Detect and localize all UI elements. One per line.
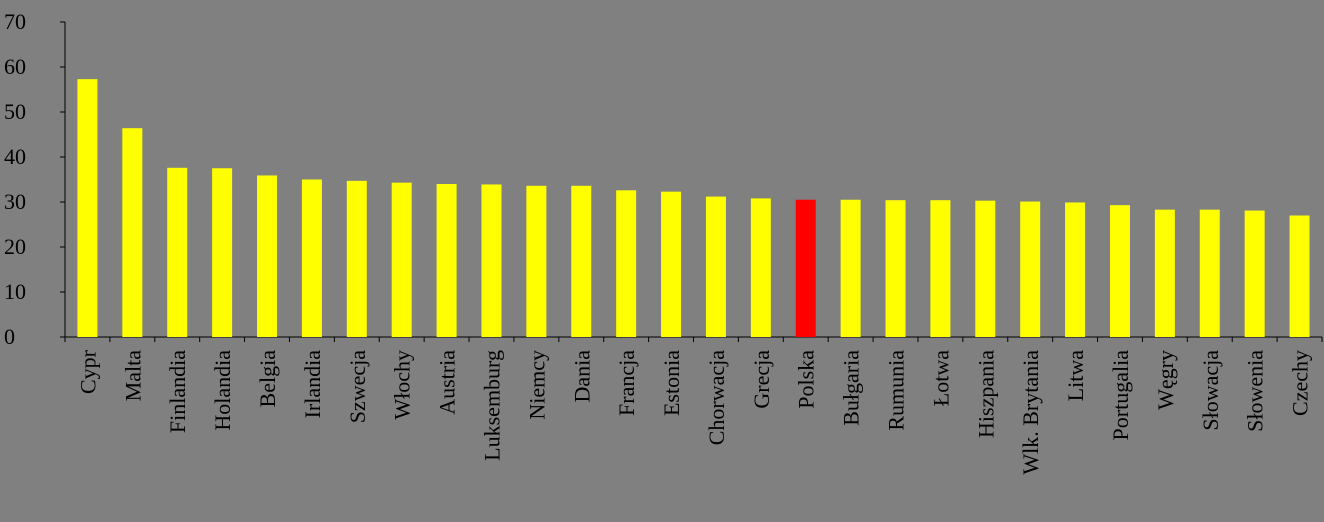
- y-tick-label: 0: [4, 324, 15, 349]
- bar[interactable]: [840, 199, 861, 337]
- bar-highlight[interactable]: [795, 199, 816, 337]
- x-category-label: Szwecja: [345, 350, 370, 424]
- x-category-label: Polska: [794, 350, 819, 409]
- x-category-label: Litwa: [1063, 350, 1088, 402]
- bar[interactable]: [975, 200, 996, 337]
- bar[interactable]: [1199, 209, 1220, 337]
- x-category-label: Dania: [569, 350, 594, 403]
- y-tick-label: 70: [4, 9, 26, 34]
- bar[interactable]: [167, 167, 188, 337]
- bar[interactable]: [1109, 205, 1130, 337]
- x-category-label: Malta: [120, 350, 145, 402]
- y-tick-label: 20: [4, 234, 26, 259]
- y-tick-label: 50: [4, 99, 26, 124]
- bar[interactable]: [77, 79, 98, 338]
- bar[interactable]: [436, 184, 457, 337]
- bar[interactable]: [1289, 215, 1310, 338]
- x-category-label: Łotwa: [928, 350, 953, 406]
- x-category-label: Finlandia: [165, 350, 190, 433]
- bar[interactable]: [391, 182, 412, 337]
- bar[interactable]: [1154, 209, 1175, 337]
- x-category-label: Estonia: [659, 350, 684, 416]
- y-tick-label: 40: [4, 144, 26, 169]
- x-category-label: Luksemburg: [479, 350, 504, 461]
- bar[interactable]: [750, 198, 771, 337]
- x-category-label: Niemcy: [524, 350, 549, 420]
- x-category-label: Austria: [435, 350, 460, 415]
- bar[interactable]: [930, 200, 951, 337]
- x-category-label: Portugalia: [1108, 350, 1133, 441]
- bar[interactable]: [1020, 201, 1041, 337]
- x-category-label: Czechy: [1288, 350, 1313, 416]
- x-category-label: Włochy: [390, 350, 415, 420]
- x-category-label: Belgia: [255, 350, 280, 408]
- bar[interactable]: [1244, 210, 1265, 337]
- x-category-label: Cypr: [75, 349, 100, 394]
- bar[interactable]: [705, 196, 726, 337]
- bar[interactable]: [661, 191, 682, 337]
- x-category-label: Bułgaria: [839, 350, 864, 426]
- x-category-label: Chorwacja: [704, 350, 729, 446]
- y-tick-label: 10: [4, 279, 26, 304]
- x-category-label: Francja: [614, 350, 639, 416]
- bar[interactable]: [212, 168, 233, 337]
- x-category-label: Holandia: [210, 350, 235, 431]
- x-category-label: Rumunia: [884, 350, 909, 431]
- x-category-label: Irlandia: [300, 350, 325, 419]
- x-category-label: Słowenia: [1243, 350, 1268, 432]
- bar[interactable]: [122, 128, 143, 337]
- bar[interactable]: [616, 190, 637, 337]
- bar[interactable]: [257, 175, 278, 337]
- y-tick-label: 30: [4, 189, 26, 214]
- x-category-label: Słowacja: [1198, 350, 1223, 431]
- bar[interactable]: [481, 184, 502, 337]
- x-category-label: Węgry: [1153, 350, 1178, 410]
- bar[interactable]: [1065, 202, 1086, 337]
- bar[interactable]: [571, 185, 592, 337]
- x-category-label: Hiszpania: [973, 350, 998, 438]
- x-category-label: Wlk. Brytania: [1018, 350, 1043, 475]
- bar[interactable]: [526, 185, 547, 337]
- bar[interactable]: [301, 179, 322, 338]
- bar[interactable]: [885, 200, 906, 337]
- x-category-label: Grecja: [749, 350, 774, 409]
- bar[interactable]: [346, 180, 367, 337]
- y-tick-label: 60: [4, 54, 26, 79]
